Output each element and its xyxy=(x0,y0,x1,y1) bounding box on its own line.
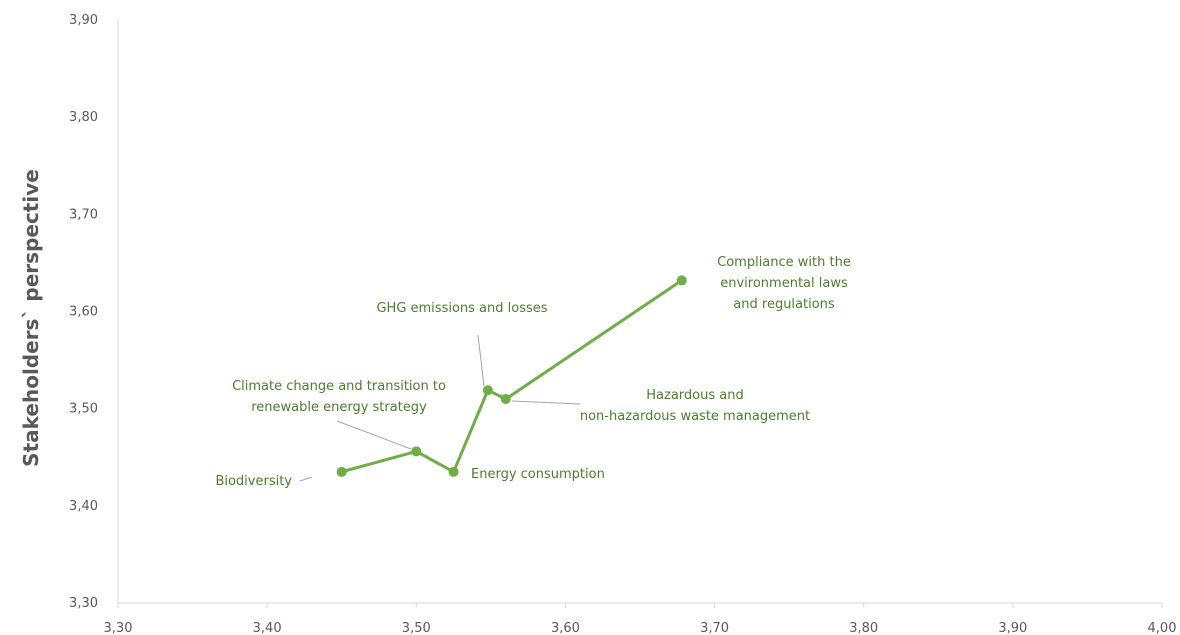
point-label: Hazardous and non-hazardous waste managem… xyxy=(580,388,810,424)
y-axis-label: Stakeholders` perspective xyxy=(19,169,43,467)
point-label-line: Hazardous and xyxy=(646,388,743,403)
point-label-line: Compliance with the xyxy=(717,255,851,270)
y-tick-label: 3,60 xyxy=(69,305,98,320)
x-tick-label: 4,00 xyxy=(1148,621,1177,635)
point-label: Compliance with the environmental laws and… xyxy=(717,255,851,312)
data-point xyxy=(482,385,493,396)
point-label-line: and regulations xyxy=(733,297,835,312)
x-tick-label: 3,30 xyxy=(104,621,133,635)
y-tick-label: 3,90 xyxy=(69,13,98,28)
point-label-line: renewable energy strategy xyxy=(251,400,427,415)
y-tick-label: 3,30 xyxy=(69,596,98,611)
point-label: Climate change and transition to renewabl… xyxy=(232,379,446,415)
leader-line xyxy=(511,400,581,405)
point-label-line: Climate change and transition to xyxy=(232,379,446,394)
x-tick-label: 3,50 xyxy=(402,621,431,635)
x-tick-label: 3,40 xyxy=(253,621,282,635)
data-point xyxy=(500,393,511,404)
point-label-line: environmental laws xyxy=(720,276,848,291)
point-label: Energy consumption xyxy=(471,467,605,482)
y-tick-label: 3,50 xyxy=(69,402,98,417)
x-tick-labels: 3,30 3,40 3,50 3,60 3,70 3,80 3,90 4,00 xyxy=(104,621,1177,635)
label-leader-lines xyxy=(299,334,581,482)
data-point xyxy=(448,466,459,477)
x-tick-label: 3,70 xyxy=(700,621,729,635)
leader-line xyxy=(299,476,313,482)
point-label-line: Energy consumption xyxy=(471,467,605,482)
data-point xyxy=(676,275,687,286)
point-label: GHG emissions and losses xyxy=(376,301,547,316)
point-labels: Biodiversity Climate change and transitio… xyxy=(215,255,850,489)
data-point xyxy=(336,466,347,477)
point-label-line: non-hazardous waste management xyxy=(580,409,810,424)
y-tick-labels: 3,30 3,40 3,50 3,60 3,70 3,80 3,90 xyxy=(69,13,98,611)
point-label-line: GHG emissions and losses xyxy=(376,301,547,316)
x-tick-label: 3,80 xyxy=(849,621,878,635)
leader-line xyxy=(477,334,485,387)
point-label-line: Biodiversity xyxy=(215,474,292,489)
x-tick-label: 3,60 xyxy=(551,621,580,635)
series-line-group xyxy=(341,279,683,474)
point-label: Biodiversity xyxy=(215,474,292,489)
axes xyxy=(117,20,1163,608)
x-tick-label: 3,90 xyxy=(998,621,1027,635)
y-tick-label: 3,80 xyxy=(69,110,98,125)
y-tick-label: 3,70 xyxy=(69,207,98,222)
leader-line xyxy=(336,420,412,450)
data-point xyxy=(411,446,422,457)
y-tick-label: 3,40 xyxy=(69,499,98,514)
data-points xyxy=(336,275,687,477)
series-line xyxy=(341,279,683,474)
